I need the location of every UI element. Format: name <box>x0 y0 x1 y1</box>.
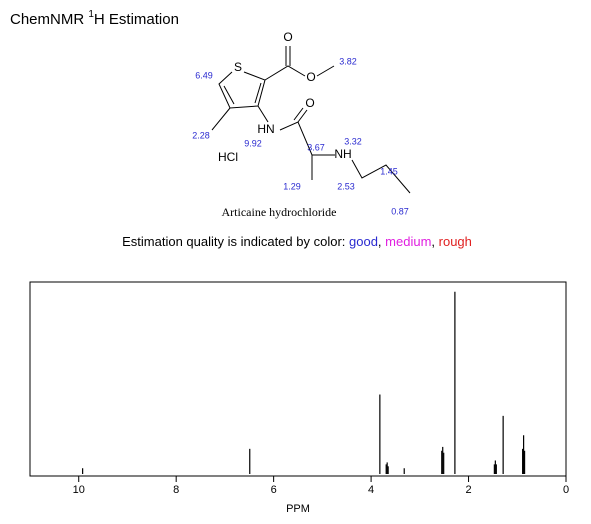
shift: 2.53 <box>337 181 355 191</box>
plot-frame <box>29 281 567 477</box>
atom: HCl <box>218 150 238 164</box>
shift: 6.49 <box>195 70 213 80</box>
shift: 0.87 <box>391 206 409 216</box>
shift: 1.45 <box>380 166 398 176</box>
ring <box>218 71 266 109</box>
ring-double <box>223 82 262 105</box>
atom: O <box>306 70 315 84</box>
title-sup: 1 <box>88 9 94 20</box>
separator: , <box>431 234 438 249</box>
x-tick-label: 6 <box>271 484 277 496</box>
chain <box>211 105 411 194</box>
molecule-name: Articaine hydrochloride <box>222 205 337 219</box>
atom: NH <box>334 147 351 161</box>
shift: 2.28 <box>192 130 210 140</box>
title-pre: ChemNMR <box>10 11 88 28</box>
plot: 10 8 6 4 2 0 <box>73 291 569 496</box>
quality-level: rough <box>439 234 472 249</box>
atom: O <box>283 30 292 44</box>
separator: , <box>378 234 385 249</box>
x-tick-label: 2 <box>465 484 471 496</box>
x-axis-label: PPM <box>286 503 310 515</box>
shift: 1.29 <box>283 181 301 191</box>
x-tick-label: 4 <box>368 484 374 496</box>
shift: 3.67 <box>307 142 325 152</box>
atom: S <box>234 60 242 74</box>
shift: 3.82 <box>339 56 357 66</box>
quality-level: medium <box>385 234 431 249</box>
ester <box>264 46 335 81</box>
x-tick-label: 8 <box>173 484 179 496</box>
x-tick-label: 0 <box>563 484 569 496</box>
shift: 9.92 <box>244 138 262 148</box>
atom: O <box>305 96 314 110</box>
structure: S O O HN O NH HCl 6.49 3.82 2.28 9.92 3.… <box>192 30 411 219</box>
quality-note: Estimation quality is indicated by color… <box>122 234 472 249</box>
x-tick-label: 10 <box>73 484 85 496</box>
quality-level: good <box>349 234 378 249</box>
atom: HN <box>257 122 274 136</box>
title: ChemNMR 1H Estimation <box>10 9 179 28</box>
quality-text: Estimation quality is indicated by color… <box>122 234 349 249</box>
shift: 3.32 <box>344 136 362 146</box>
title-post: H Estimation <box>94 11 179 28</box>
